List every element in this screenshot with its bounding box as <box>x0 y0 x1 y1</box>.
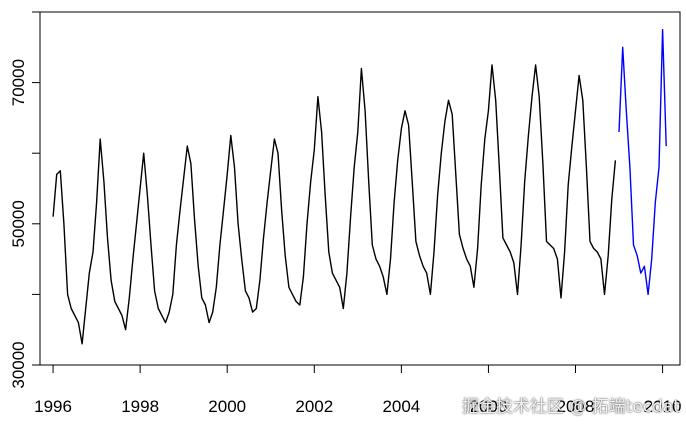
y-axis: 30000 50000 70000 <box>9 11 41 389</box>
x-tick-label: 1996 <box>34 397 72 416</box>
series-line-2 <box>618 29 667 296</box>
x-tick-label: 2004 <box>382 397 420 416</box>
series-layer <box>52 29 667 345</box>
x-tick-label: 1998 <box>121 397 159 416</box>
x-tick-label: 2010 <box>644 397 682 416</box>
x-axis: 1996 1998 2000 2002 2004 2006 2008 2010 <box>34 364 682 416</box>
x-tick-label: 2006 <box>470 397 508 416</box>
x-tick-label: 2008 <box>557 397 595 416</box>
y-tick-label: 30000 <box>9 341 28 388</box>
series-line-1 <box>52 64 617 345</box>
y-tick-label: 70000 <box>9 59 28 106</box>
x-tick-label: 2000 <box>208 397 246 416</box>
watermark-text: 掘金技术社区 @ 拓端tecdat <box>461 397 680 417</box>
y-tick-label: 50000 <box>9 200 28 247</box>
x-tick-label: 2002 <box>295 397 333 416</box>
